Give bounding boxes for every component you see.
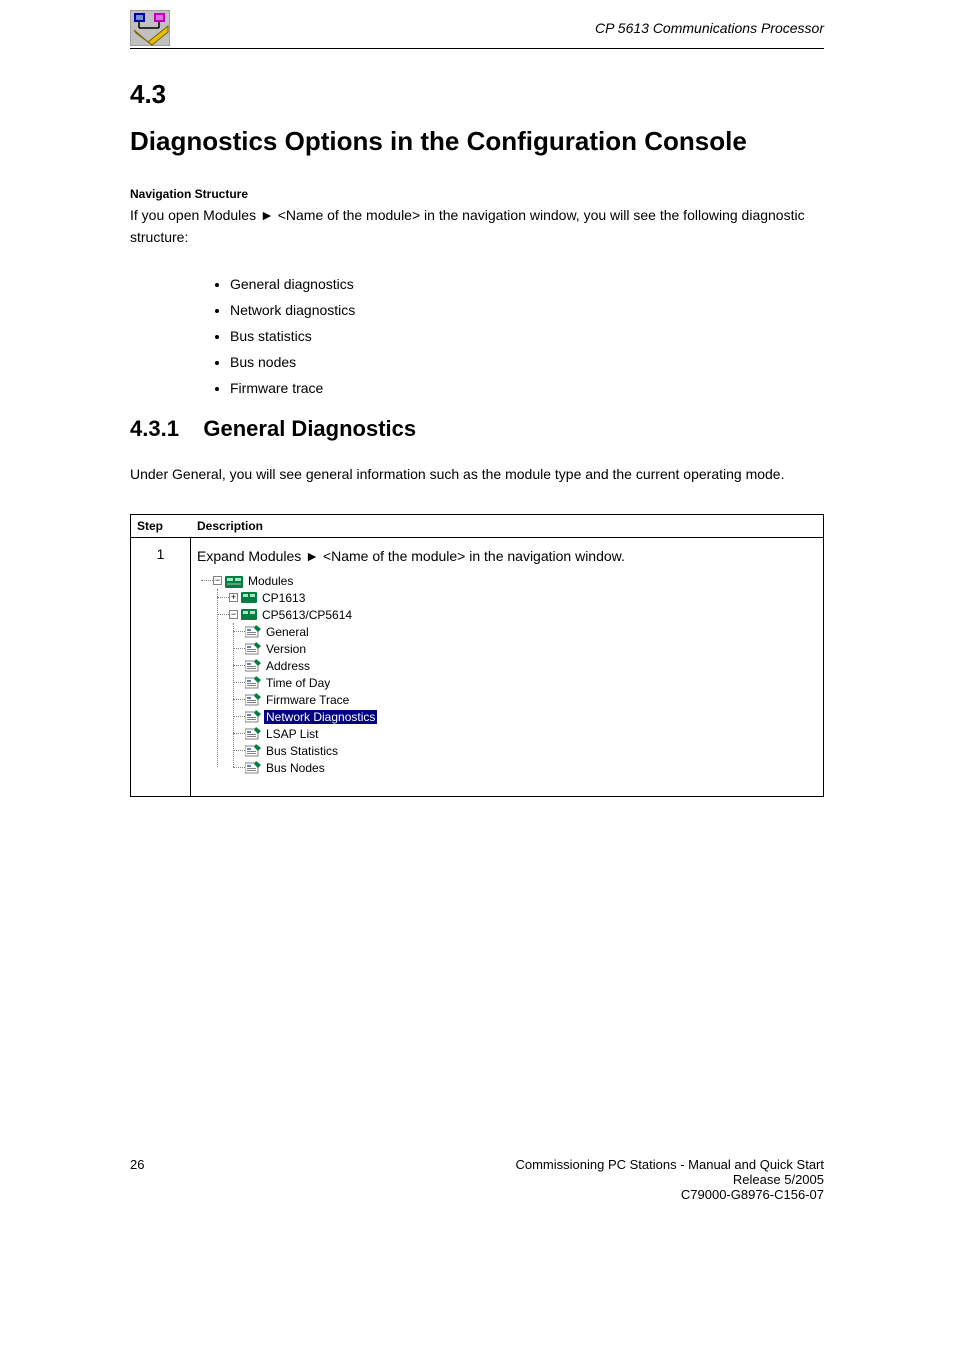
module-card-icon	[241, 608, 257, 621]
section-title: Diagnostics Options in the Configuration…	[130, 126, 824, 157]
navigation-label: Navigation Structure	[130, 187, 824, 201]
header-logo-icon	[130, 10, 170, 46]
property-page-icon	[245, 659, 261, 672]
list-item: General diagnostics	[230, 276, 824, 292]
tree-root[interactable]: − Modules	[213, 572, 817, 589]
list-item: Bus nodes	[230, 354, 824, 370]
list-item: Bus statistics	[230, 328, 824, 344]
subheading-number: 4.3.1	[130, 416, 179, 441]
tree-leaf-item[interactable]: LSAP List	[245, 725, 817, 742]
tree-label: Firmware Trace	[264, 693, 351, 707]
property-page-icon	[245, 727, 261, 740]
header-divider	[130, 48, 824, 49]
tree-label: Bus Nodes	[264, 761, 327, 775]
property-page-icon	[245, 710, 261, 723]
property-page-icon	[245, 744, 261, 757]
footer-page-number: 26	[130, 1157, 144, 1202]
footer-line2: Release 5/2005	[515, 1172, 824, 1187]
expand-icon[interactable]: +	[229, 593, 238, 602]
table-header-row: Step Description	[131, 515, 823, 538]
module-folder-icon	[225, 574, 243, 588]
tree-module-cp5613[interactable]: − CP5613/CP5614	[229, 606, 817, 623]
general-diagnostics-text: Under General, you will see general info…	[130, 464, 824, 486]
collapse-icon[interactable]: −	[213, 576, 222, 585]
tree-leaf-item[interactable]: Network Diagnostics	[245, 708, 817, 725]
tree-leaf-item[interactable]: Bus Statistics	[245, 742, 817, 759]
tree-label: CP1613	[260, 591, 307, 605]
page-header: CP 5613 Communications Processor	[130, 10, 824, 46]
property-page-icon	[245, 642, 261, 655]
table-step-text: Expand Modules ► <Name of the module> in…	[197, 548, 817, 564]
page-footer: 26 Commissioning PC Stations - Manual an…	[130, 1157, 824, 1202]
property-page-icon	[245, 676, 261, 689]
list-item: Firmware trace	[230, 380, 824, 396]
subheading: 4.3.1 General Diagnostics	[130, 416, 824, 442]
header-title: CP 5613 Communications Processor	[595, 20, 824, 36]
tree-leaf-item[interactable]: General	[245, 623, 817, 640]
navigation-text: If you open Modules ► <Name of the modul…	[130, 205, 824, 248]
tree-leaf-item[interactable]: Firmware Trace	[245, 691, 817, 708]
tree-label: Time of Day	[264, 676, 332, 690]
section-number: 4.3	[130, 79, 824, 110]
table-header-step: Step	[137, 519, 197, 533]
property-page-icon	[245, 693, 261, 706]
list-item: Network diagnostics	[230, 302, 824, 318]
footer-doc-info: Commissioning PC Stations - Manual and Q…	[515, 1157, 824, 1202]
tree-label: Address	[264, 659, 312, 673]
tree-label: General	[264, 625, 311, 639]
property-page-icon	[245, 761, 261, 774]
footer-line1: Commissioning PC Stations - Manual and Q…	[515, 1157, 824, 1172]
tree-label: Bus Statistics	[264, 744, 340, 758]
module-card-icon	[241, 591, 257, 604]
tree-leaf-item[interactable]: Bus Nodes	[245, 759, 817, 776]
collapse-icon[interactable]: −	[229, 610, 238, 619]
tree-label: Version	[264, 642, 308, 656]
table-row: 1 Expand Modules ► <Name of the module> …	[131, 538, 823, 796]
tree-label: CP5613/CP5614	[260, 608, 354, 622]
steps-table: Step Description 1 Expand Modules ► <Nam…	[130, 514, 824, 797]
tree-module-cp1613[interactable]: + CP1613	[229, 589, 817, 606]
table-step-number: 1	[131, 538, 191, 796]
table-step-description: Expand Modules ► <Name of the module> in…	[191, 538, 823, 796]
tree-leaf-item[interactable]: Address	[245, 657, 817, 674]
tree-leaf-item[interactable]: Time of Day	[245, 674, 817, 691]
property-page-icon	[245, 625, 261, 638]
tree-label: Modules	[246, 574, 295, 588]
footer-line3: C79000-G8976-C156-07	[515, 1187, 824, 1202]
subheading-title: General Diagnostics	[203, 416, 416, 441]
tree-label: Network Diagnostics	[264, 710, 377, 724]
diagnostic-list: General diagnostics Network diagnostics …	[130, 276, 824, 396]
tree-label: LSAP List	[264, 727, 320, 741]
table-header-description: Description	[197, 519, 263, 533]
tree-leaf-item[interactable]: Version	[245, 640, 817, 657]
tree-view: − Modules + CP1613	[197, 564, 817, 782]
